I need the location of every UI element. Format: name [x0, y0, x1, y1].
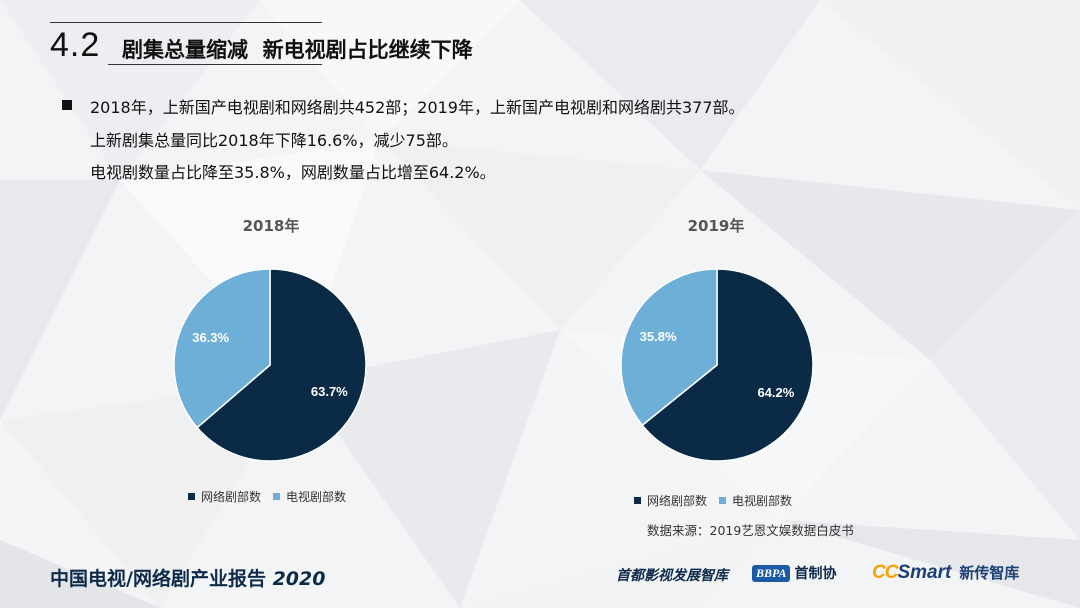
bullet-text-line-1: 2018年，上新国产电视剧和网络剧共452部；2019年，上新国产电视剧和网络剧… [90, 98, 745, 117]
pie-chart-2019: 64.2% 35.8% [620, 268, 814, 462]
legend-swatch-online [634, 497, 641, 504]
legend-label-tv: 电视剧部数 [286, 490, 347, 504]
pie-slice-tv [173, 268, 271, 429]
legend-swatch-tv [273, 493, 281, 500]
footer-report-year: 2020 [272, 568, 326, 590]
chart-2018-title: 2018年 [242, 217, 300, 235]
pie-slice-online [641, 268, 814, 462]
pie-slice-tv [620, 268, 718, 427]
pie-label-tv: 36.3% [192, 330, 229, 345]
bullet-text-line-3: 电视剧数量占比降至35.8%，网剧数量占比增至64.2%。 [90, 163, 496, 182]
logo-capital-film-think-tank: 首都影视发展智库 [616, 568, 728, 584]
legend-swatch-tv [719, 497, 727, 504]
ccsmart-wordmark: CCSmart [872, 562, 951, 584]
pie-chart-2018: 63.7% 36.3% [173, 268, 367, 462]
data-source-note: 数据来源：2019艺恩文娱数据白皮书 [647, 523, 854, 538]
legend-label-online: 网络剧部数 [201, 490, 262, 504]
bbpa-badge: BBPA [752, 564, 791, 582]
header-bottom-rule [108, 64, 322, 65]
ccsmart-text: 新传智库 [959, 564, 1020, 582]
chart-2019-title: 2019年 [687, 217, 745, 235]
logo-ccsmart: CCSmart 新传智库 [872, 562, 1019, 584]
chart-2018-legend: 网络剧部数 电视剧部数 [188, 488, 346, 505]
section-title: 剧集总量缩减 新电视剧占比继续下降 [122, 38, 473, 62]
section-number: 4.2 [50, 26, 101, 64]
pie-label-online: 63.7% [311, 384, 348, 399]
footer-report-title: 中国电视/网络剧产业报告 2020 [50, 564, 325, 591]
bbpa-text: 首制协 [794, 566, 837, 582]
footer-report-name: 中国电视/网络剧产业报告 [50, 568, 266, 590]
pie-label-tv: 35.8% [640, 329, 677, 344]
pie-label-online: 64.2% [757, 385, 794, 400]
header-top-rule [50, 22, 322, 23]
pie-slice-online [196, 268, 367, 462]
bullet-square-icon [62, 100, 72, 110]
legend-swatch-online [188, 493, 195, 500]
ccsmart-smart: Smart [897, 562, 952, 583]
legend-label-tv: 电视剧部数 [732, 494, 793, 508]
legend-label-online: 网络剧部数 [647, 494, 708, 508]
bullet-text-line-2: 上新剧集总量同比2018年下降16.6%，减少75部。 [90, 131, 458, 150]
ccsmart-cc: CC [872, 562, 898, 583]
logo-bbpa: BBPA 首制协 [752, 563, 836, 583]
chart-2019-legend: 网络剧部数 电视剧部数 [634, 492, 792, 509]
